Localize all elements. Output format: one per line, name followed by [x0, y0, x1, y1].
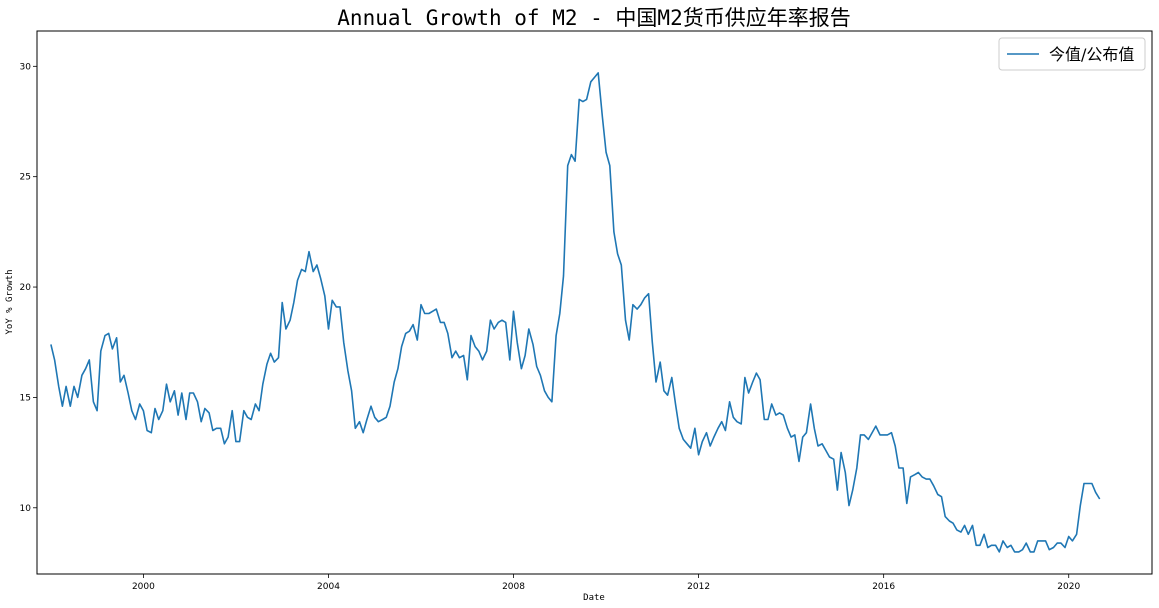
y-axis-label: YoY % Growth	[5, 269, 15, 334]
x-ticks: 2000 2004 2008 2012 2016 2020	[132, 574, 1080, 592]
legend-box	[998, 37, 1146, 71]
x-tick-label: 2004	[317, 582, 340, 592]
y-tick-label: 20	[20, 283, 32, 293]
series-line	[50, 72, 1101, 553]
y-tick-label: 10	[20, 504, 32, 514]
chart-title: Annual Growth of M2 - 中国M2货币供应年率报告	[337, 6, 850, 30]
x-tick-label: 2016	[872, 582, 895, 592]
axes: 2000 2004 2008 2012 2016 2020 10 15 20 25 30 Date…	[5, 30, 1153, 603]
y-tick-label: 25	[20, 173, 31, 183]
plot-frame	[36, 30, 1153, 575]
x-axis-label: Date	[583, 593, 605, 603]
x-tick-label: 2020	[1057, 582, 1080, 592]
y-tick-label: 15	[20, 393, 31, 403]
y-ticks: 10 15 20 25 30	[20, 62, 37, 514]
x-tick-label: 2012	[687, 582, 710, 592]
x-tick-label: 2000	[132, 582, 155, 592]
x-tick-label: 2008	[502, 582, 525, 592]
y-tick-label: 30	[20, 62, 32, 72]
legend-label: 今值/公布值	[1049, 45, 1134, 64]
legend: 今值/公布值	[998, 37, 1146, 71]
series-layer	[50, 72, 1101, 553]
